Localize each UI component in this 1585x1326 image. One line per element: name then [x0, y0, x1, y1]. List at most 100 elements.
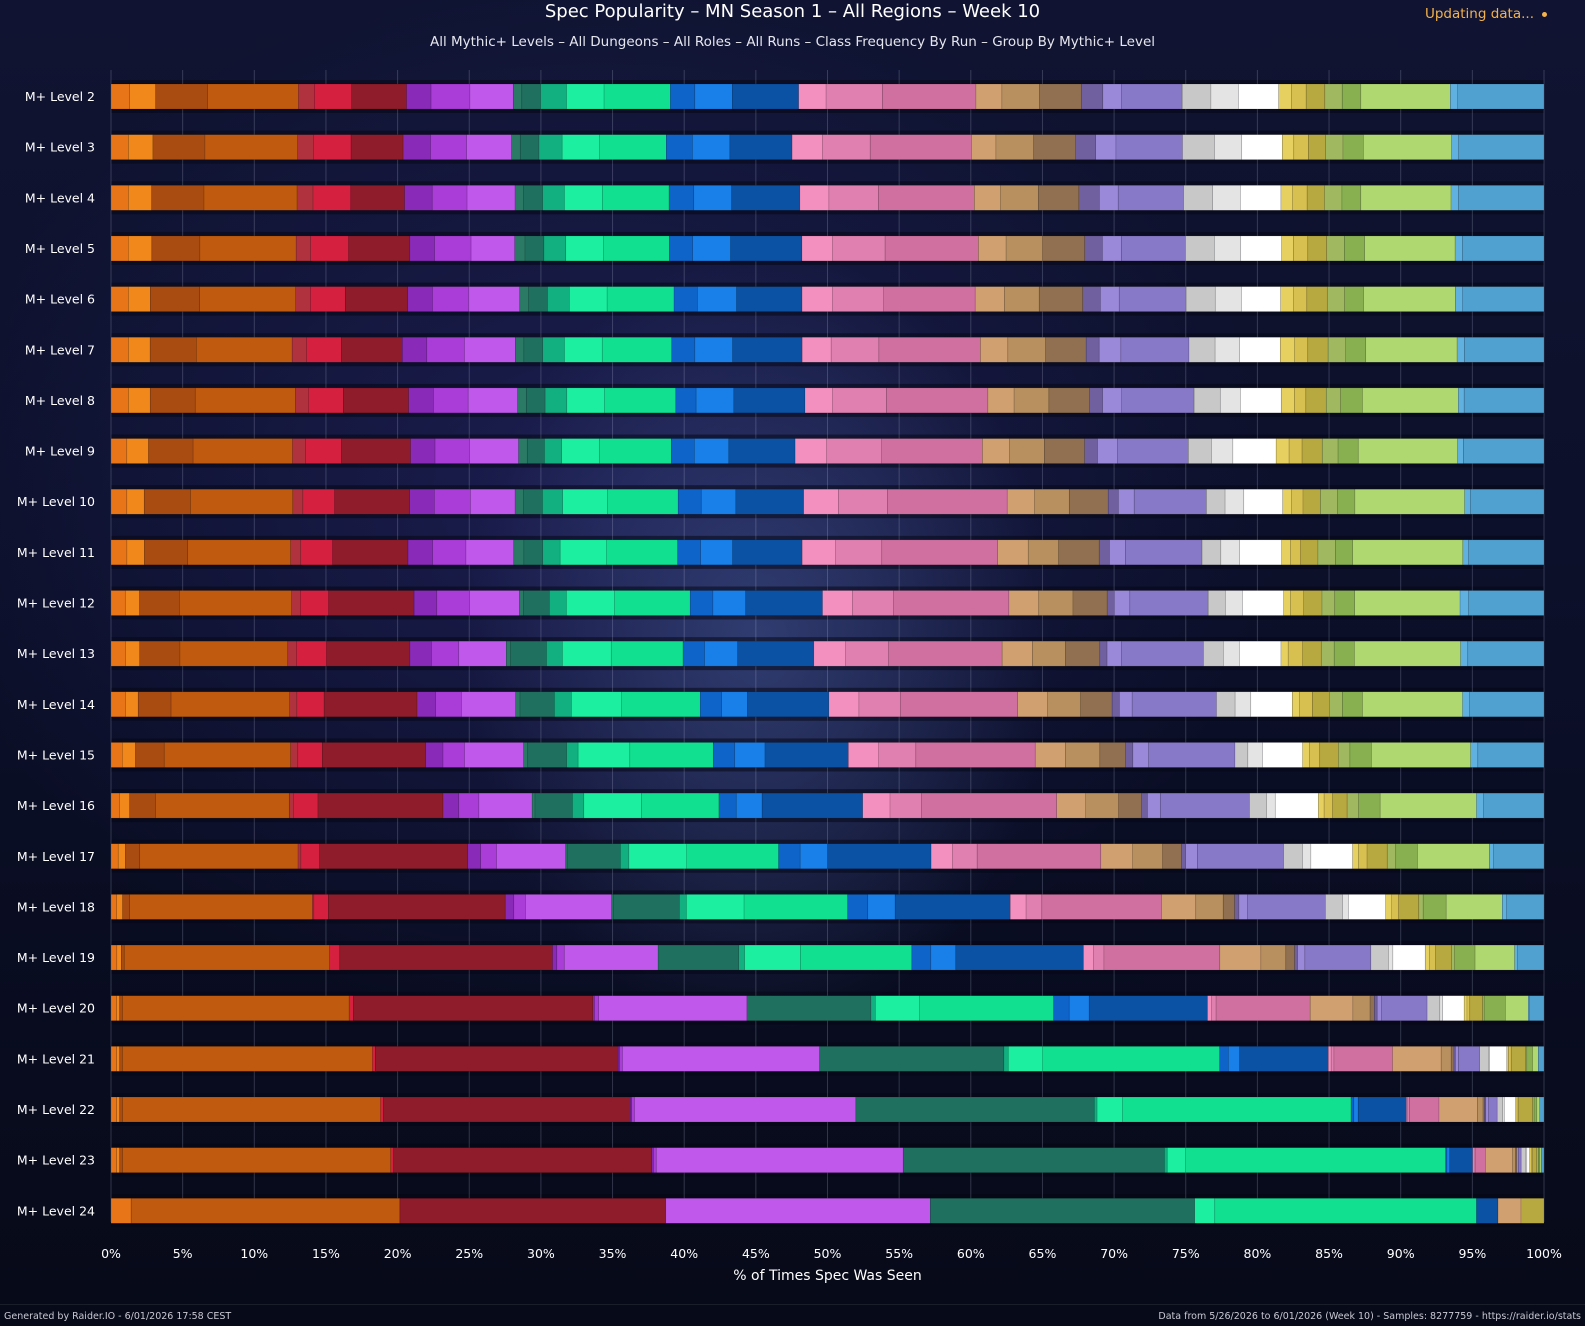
bar-segment[interactable] — [1340, 387, 1363, 414]
bar-segment[interactable] — [1065, 640, 1101, 667]
bar-segment[interactable] — [1309, 995, 1354, 1021]
bar-segment[interactable] — [406, 83, 432, 110]
bar-segment[interactable] — [1182, 134, 1215, 160]
bar-segment[interactable] — [679, 894, 687, 920]
bar-segment[interactable] — [1083, 944, 1094, 971]
bar-segment[interactable] — [1285, 944, 1295, 971]
bar-segment[interactable] — [599, 134, 667, 160]
bar-segment[interactable] — [1468, 590, 1545, 616]
bar-segment[interactable] — [293, 792, 319, 819]
bar-segment[interactable] — [517, 387, 527, 414]
bar-segment[interactable] — [1047, 691, 1081, 718]
bar-segment[interactable] — [1239, 337, 1281, 363]
bar-segment[interactable] — [1365, 337, 1458, 363]
bar-segment[interactable] — [542, 337, 565, 363]
bar-segment[interactable] — [1345, 337, 1367, 363]
bar-segment[interactable] — [296, 691, 325, 718]
bar-segment[interactable] — [1385, 894, 1392, 920]
bar-segment[interactable] — [1475, 1147, 1486, 1173]
bar-segment[interactable] — [1042, 235, 1086, 262]
bar-segment[interactable] — [1121, 640, 1204, 667]
bar-segment[interactable] — [125, 691, 139, 718]
bar-segment[interactable] — [1395, 843, 1418, 869]
bar-segment[interactable] — [610, 640, 684, 667]
bar-segment[interactable] — [878, 742, 917, 768]
bar-segment[interactable] — [1502, 894, 1507, 920]
bar-segment[interactable] — [1185, 235, 1215, 262]
bar-segment[interactable] — [313, 894, 329, 920]
bar-segment[interactable] — [746, 995, 872, 1021]
bar-segment[interactable] — [469, 438, 519, 464]
bar-segment[interactable] — [426, 337, 465, 363]
bar-segment[interactable] — [519, 134, 540, 160]
bar-segment[interactable] — [1125, 539, 1203, 566]
bar-segment[interactable] — [291, 337, 307, 363]
bar-segment[interactable] — [434, 235, 472, 262]
bar-segment[interactable] — [1188, 337, 1216, 363]
bar-segment[interactable] — [571, 691, 622, 718]
bar-segment[interactable] — [1185, 843, 1198, 869]
bar-segment[interactable] — [547, 286, 570, 312]
bar-segment[interactable] — [1450, 1046, 1455, 1072]
bar-segment[interactable] — [731, 185, 801, 211]
bar-segment[interactable] — [1044, 438, 1085, 464]
bar-segment[interactable] — [128, 235, 153, 262]
bar-segment[interactable] — [744, 944, 801, 971]
bar-segment[interactable] — [695, 387, 735, 414]
bar-segment[interactable] — [1306, 286, 1328, 312]
bar-segment[interactable] — [1239, 640, 1282, 667]
bar-segment[interactable] — [673, 286, 698, 312]
bar-segment[interactable] — [300, 843, 320, 869]
bar-segment[interactable] — [1323, 792, 1333, 819]
bar-segment[interactable] — [1038, 286, 1084, 312]
bar-segment[interactable] — [838, 488, 888, 515]
bar-segment[interactable] — [559, 539, 607, 566]
bar-segment[interactable] — [116, 894, 123, 920]
bar-segment[interactable] — [1203, 640, 1224, 667]
bar-segment[interactable] — [199, 286, 297, 312]
bar-segment[interactable] — [712, 590, 746, 616]
bar-segment[interactable] — [884, 235, 979, 262]
bar-segment[interactable] — [1239, 1046, 1329, 1072]
bar-segment[interactable] — [1242, 590, 1284, 616]
bar-segment[interactable] — [1342, 134, 1364, 160]
bar-segment[interactable] — [110, 944, 118, 971]
bar-segment[interactable] — [1238, 894, 1248, 920]
bar-segment[interactable] — [1109, 539, 1126, 566]
bar-segment[interactable] — [778, 843, 801, 869]
bar-segment[interactable] — [1241, 134, 1283, 160]
bar-segment[interactable] — [1188, 438, 1212, 464]
bar-segment[interactable] — [1214, 1198, 1477, 1224]
bar-segment[interactable] — [1234, 691, 1252, 718]
bar-segment[interactable] — [1304, 944, 1372, 971]
bar-segment[interactable] — [955, 944, 1084, 971]
bar-segment[interactable] — [292, 488, 304, 515]
bar-segment[interactable] — [1148, 742, 1236, 768]
bar-segment[interactable] — [312, 185, 352, 211]
bar-segment[interactable] — [393, 1147, 653, 1173]
bar-segment[interactable] — [466, 134, 512, 160]
bar-segment[interactable] — [110, 438, 128, 464]
bar-segment[interactable] — [125, 843, 141, 869]
bar-segment[interactable] — [1325, 134, 1344, 160]
bar-segment[interactable] — [295, 235, 311, 262]
bar-segment[interactable] — [1329, 691, 1343, 718]
bar-segment[interactable] — [900, 691, 1018, 718]
bar-segment[interactable] — [170, 691, 291, 718]
bar-segment[interactable] — [1106, 640, 1122, 667]
bar-segment[interactable] — [1489, 1046, 1508, 1072]
bar-segment[interactable] — [801, 235, 833, 262]
bar-segment[interactable] — [980, 337, 1009, 363]
bar-segment[interactable] — [1517, 944, 1545, 971]
bar-segment[interactable] — [313, 134, 352, 160]
bar-segment[interactable] — [1299, 691, 1313, 718]
bar-segment[interactable] — [1117, 185, 1184, 211]
bar-segment[interactable] — [1207, 590, 1226, 616]
bar-segment[interactable] — [1302, 742, 1310, 768]
bar-segment[interactable] — [1454, 235, 1463, 262]
bar-segment[interactable] — [1118, 286, 1187, 312]
bar-segment[interactable] — [1282, 488, 1292, 515]
bar-segment[interactable] — [1072, 590, 1108, 616]
bar-segment[interactable] — [470, 235, 516, 262]
bar-segment[interactable] — [1224, 590, 1243, 616]
